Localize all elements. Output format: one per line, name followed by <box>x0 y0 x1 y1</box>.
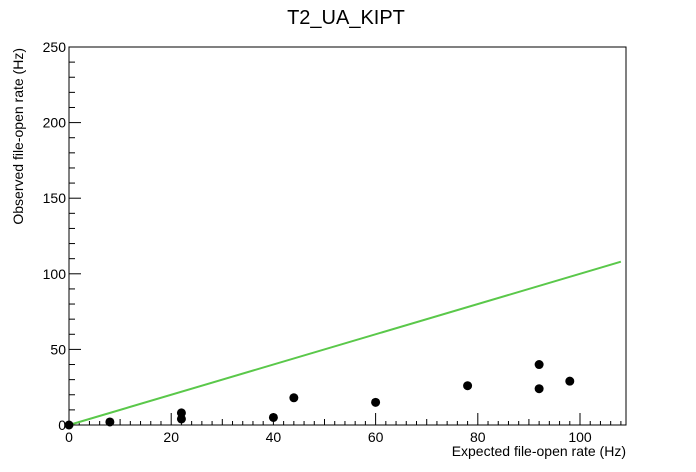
y-tick-label: 50 <box>50 341 66 357</box>
y-tick-label: 250 <box>43 39 67 55</box>
chart-title: T2_UA_KIPT <box>287 7 405 29</box>
data-point <box>371 397 381 407</box>
data-layer <box>64 260 622 430</box>
x-tick-label: 20 <box>163 429 179 445</box>
y-axis-label: Observed file-open rate (Hz) <box>10 48 26 225</box>
data-point <box>176 408 186 418</box>
data-point <box>463 381 473 391</box>
reference-line <box>68 260 622 426</box>
data-point <box>534 384 544 394</box>
x-axis-label: Expected file-open rate (Hz) <box>452 443 626 459</box>
y-tick-label: 100 <box>43 266 67 282</box>
x-tick-label: 80 <box>470 429 486 445</box>
data-point <box>105 417 115 427</box>
y-tick-label: 200 <box>43 115 67 131</box>
data-point <box>289 393 299 403</box>
data-point <box>534 360 544 370</box>
x-tick-label: 60 <box>368 429 384 445</box>
plot-frame <box>68 46 627 426</box>
x-tick-label: 40 <box>266 429 282 445</box>
data-point <box>64 420 74 430</box>
y-tick-label: 150 <box>43 190 67 206</box>
x-tick-label: 100 <box>568 429 592 445</box>
y-tick-label: 0 <box>58 417 66 433</box>
axes-layer: 0 20 40 60 80 100 0 50 100 150 200 250 <box>43 39 627 445</box>
x-tick-label: 0 <box>65 429 73 445</box>
data-point <box>268 412 278 422</box>
data-point <box>565 376 575 386</box>
